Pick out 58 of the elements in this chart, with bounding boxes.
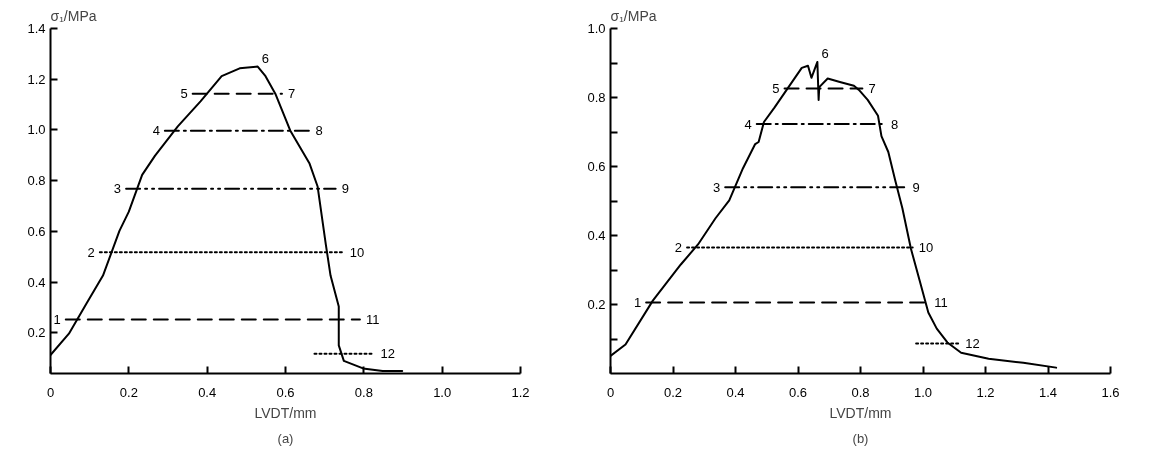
x-axis-title: LVDT/mm [254, 404, 317, 421]
annotation: 5 [772, 81, 780, 97]
x-tick-label: 1.2 [976, 384, 995, 400]
annotation: 4 [152, 123, 160, 139]
y-tick-label: 0.4 [587, 228, 606, 243]
x-tick-label: 0.8 [851, 384, 870, 400]
x-tick-label: 0.4 [726, 384, 745, 400]
annotation: 5 [180, 86, 188, 102]
annotation: 8 [315, 123, 323, 139]
x-tick-label: 0.2 [663, 384, 683, 400]
y-axis-title: σ₁/MPa [50, 7, 97, 24]
y-tick-label: 0.6 [587, 159, 606, 174]
annotation: 12 [380, 346, 395, 362]
annotation: 10 [918, 240, 934, 256]
x-tick-label: 0.2 [119, 384, 138, 400]
x-tick-label: 0.8 [354, 384, 373, 400]
annotation: 3 [113, 181, 122, 197]
x-tick-label: 0.6 [276, 384, 295, 400]
annotation: 9 [341, 181, 349, 197]
annotation: 2 [87, 244, 95, 260]
text: (b) [852, 430, 869, 446]
x-tick-label: 1.6 [1101, 384, 1120, 400]
x-tick-label: 0.4 [198, 384, 217, 400]
y-tick-label: 0.6 [27, 223, 46, 239]
text: (a) [277, 430, 294, 446]
x-tick-label: 0.6 [788, 384, 808, 400]
annotation: 6 [821, 45, 829, 61]
annotation: 7 [868, 81, 876, 97]
x-tick-label: 0 [46, 384, 55, 400]
annotation: 7 [287, 86, 296, 102]
x-tick-label: 0 [606, 384, 615, 400]
y-tick-label: 1.0 [587, 21, 606, 36]
x-tick-label: 1.4 [1038, 384, 1058, 400]
annotation: 4 [744, 116, 752, 132]
annotation: 1 [53, 311, 61, 327]
y-tick-label: 1.4 [27, 21, 46, 36]
x-tick-label: 1.0 [913, 384, 933, 400]
y-tick-label: 1.2 [27, 71, 46, 87]
x-tick-label: 1.0 [433, 384, 452, 400]
y-tick-label: 1.0 [27, 122, 46, 138]
annotation: 11 [934, 294, 948, 310]
annotation: 1 [633, 294, 642, 310]
annotation: 11 [365, 311, 380, 327]
annotation: 6 [261, 50, 269, 66]
y-axis-title: σ₁/MPa [610, 7, 657, 24]
annotation: 12 [965, 335, 980, 351]
annotation: 2 [674, 240, 683, 256]
y-tick-label: 0.4 [27, 274, 46, 290]
x-tick-label: 1.2 [511, 384, 530, 400]
y-tick-label: 0.8 [587, 90, 606, 105]
x-axis-title: LVDT/mm [829, 404, 892, 421]
annotation: 9 [912, 179, 920, 195]
annotation: 8 [890, 116, 899, 132]
annotation: 10 [349, 244, 365, 260]
annotation: 3 [712, 179, 721, 195]
y-tick-label: 0.2 [27, 325, 46, 341]
y-tick-label: 0.2 [587, 297, 606, 312]
y-tick-label: 0.8 [27, 173, 46, 189]
